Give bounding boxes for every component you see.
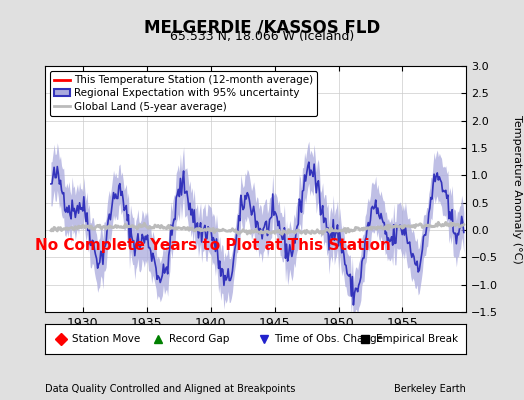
Text: Record Gap: Record Gap [169, 334, 230, 344]
Text: Time of Obs. Change: Time of Obs. Change [275, 334, 384, 344]
Y-axis label: Temperature Anomaly (°C): Temperature Anomaly (°C) [512, 115, 522, 263]
Legend: This Temperature Station (12-month average), Regional Expectation with 95% uncer: This Temperature Station (12-month avera… [50, 71, 317, 116]
Text: Empirical Break: Empirical Break [376, 334, 458, 344]
Text: 65.533 N, 18.066 W (Iceland): 65.533 N, 18.066 W (Iceland) [170, 30, 354, 43]
Text: No Complete Years to Plot at This Station: No Complete Years to Plot at This Statio… [35, 238, 391, 253]
Text: MELGERDIE /KASSOS FLD: MELGERDIE /KASSOS FLD [144, 18, 380, 36]
Text: Berkeley Earth: Berkeley Earth [395, 384, 466, 394]
Text: Data Quality Controlled and Aligned at Breakpoints: Data Quality Controlled and Aligned at B… [45, 384, 295, 394]
Text: Station Move: Station Move [72, 334, 140, 344]
